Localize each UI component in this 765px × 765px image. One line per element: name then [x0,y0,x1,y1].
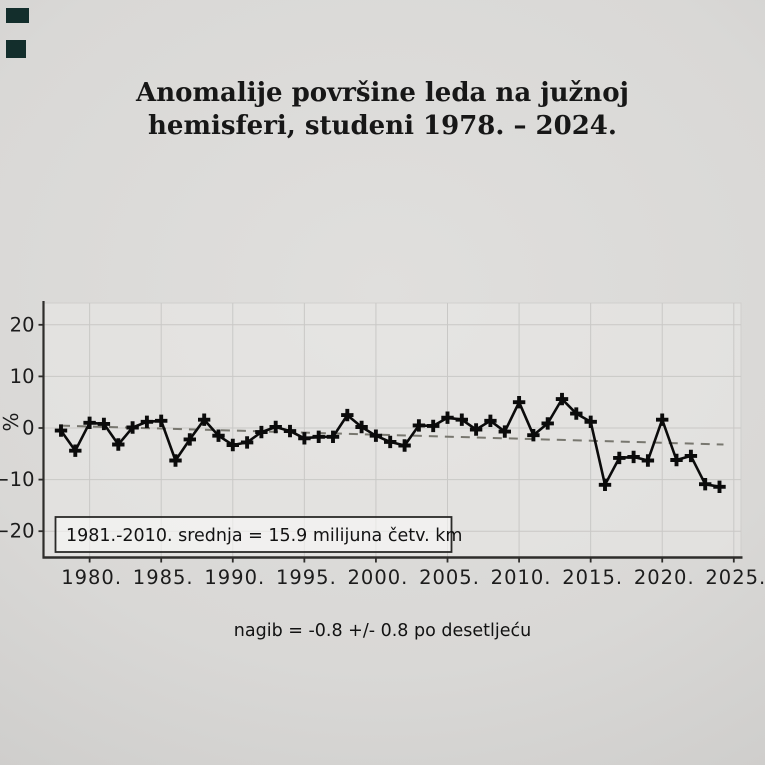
y-axis-label: % [0,412,23,431]
slope-caption: nagib = -0.8 +/- 0.8 po desetljeću [233,621,532,641]
x-tick-label: 1995. [276,566,337,589]
corner-mark-top [6,8,29,23]
x-tick-label: 1985. [133,566,194,589]
x-tick-label: 2025. [705,566,765,589]
x-tick-label: 2000. [348,566,409,589]
x-tick-label: 2010. [491,566,552,589]
y-tick-label: −20 [0,520,35,543]
gridlines [43,303,741,558]
trend-line [60,424,724,446]
data-markers [54,392,726,493]
x-axis-tick-labels: 1980. 1985. 1990. 1995. 2000. 2005. 2010. 2015.… [61,566,765,589]
y-tick-label: 20 [10,313,35,336]
mean-annotation-text: 1981.-2010. srednja = 15.9 milijuna četv… [66,526,462,546]
x-tick-label: 1990. [204,566,265,589]
x-tick-label: 2005. [419,566,480,589]
mean-annotation: 1981.-2010. srednja = 15.9 milijuna četv… [54,516,462,553]
corner-mark-bottom [6,40,26,58]
mean-annotation-box [54,516,453,553]
chart-title-line1: Anomalije površine leda na južnoj [136,78,629,108]
x-tick-label: 2015. [562,566,623,589]
y-tick-label: 0 [22,417,34,440]
chart-title-line2: hemisferi, studeni 1978. – 2024. [148,111,617,141]
x-tick-label: 2020. [634,566,695,589]
y-axis-tick-labels: 20 10 0 −10 −20 [0,313,35,542]
y-tick-label: −10 [0,468,35,491]
x-tick-label: 1980. [61,566,122,589]
axes-spines [42,301,743,559]
chart-title: Anomalije površine leda na južnoj hemisf… [0,77,765,143]
tick-marks [38,323,735,563]
y-tick-label: 10 [10,365,35,388]
